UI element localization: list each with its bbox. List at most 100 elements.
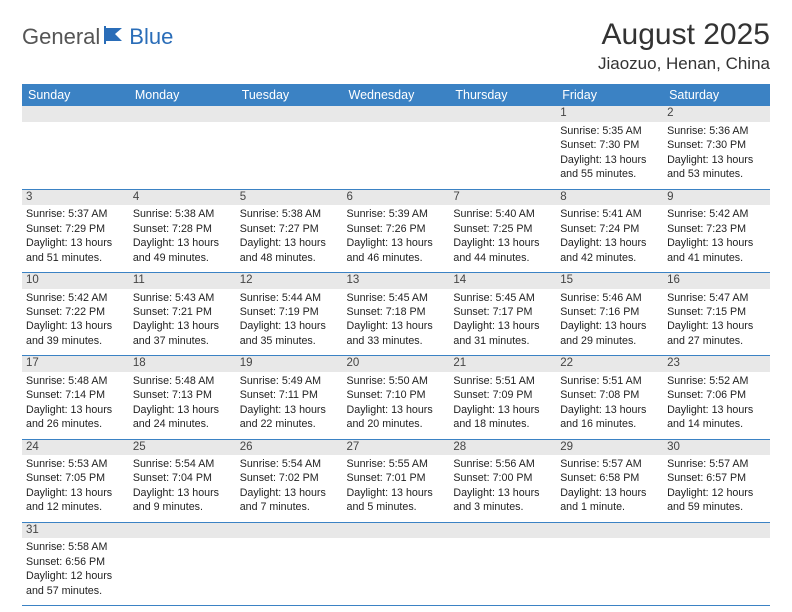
daylight-text: Daylight: 13 hours and 5 minutes. bbox=[347, 486, 446, 515]
day-number: 5 bbox=[236, 190, 343, 204]
day-cell bbox=[449, 538, 556, 605]
daynum-row: 17181920212223 bbox=[22, 356, 770, 372]
day-number-cell bbox=[343, 522, 450, 538]
sunset-text: Sunset: 6:56 PM bbox=[26, 555, 125, 569]
day-number: 17 bbox=[22, 356, 129, 370]
daynum-row: 31 bbox=[22, 522, 770, 538]
sunset-text: Sunset: 7:19 PM bbox=[240, 305, 339, 319]
location: Jiaozuo, Henan, China bbox=[598, 54, 770, 74]
day-cell: Sunrise: 5:44 AMSunset: 7:19 PMDaylight:… bbox=[236, 289, 343, 356]
day-cell: Sunrise: 5:42 AMSunset: 7:22 PMDaylight:… bbox=[22, 289, 129, 356]
daylight-text: Daylight: 13 hours and 41 minutes. bbox=[667, 236, 766, 265]
day-number: 8 bbox=[556, 190, 663, 204]
day-number-cell: 16 bbox=[663, 273, 770, 289]
day-cell bbox=[343, 122, 450, 189]
day-number: 24 bbox=[22, 440, 129, 454]
weekday-header: Wednesday bbox=[343, 84, 450, 106]
daylight-text: Daylight: 13 hours and 18 minutes. bbox=[453, 403, 552, 432]
flag-icon bbox=[104, 26, 126, 49]
sunset-text: Sunset: 7:09 PM bbox=[453, 388, 552, 402]
day-number-cell: 2 bbox=[663, 106, 770, 122]
week-row: Sunrise: 5:37 AMSunset: 7:29 PMDaylight:… bbox=[22, 205, 770, 272]
day-number-cell: 25 bbox=[129, 439, 236, 455]
day-number: 28 bbox=[449, 440, 556, 454]
sunrise-text: Sunrise: 5:55 AM bbox=[347, 457, 446, 471]
day-details: Sunrise: 5:37 AMSunset: 7:29 PMDaylight:… bbox=[22, 205, 129, 269]
week-row: Sunrise: 5:35 AMSunset: 7:30 PMDaylight:… bbox=[22, 122, 770, 189]
sunrise-text: Sunrise: 5:51 AM bbox=[453, 374, 552, 388]
day-number-cell: 20 bbox=[343, 356, 450, 372]
sunrise-text: Sunrise: 5:38 AM bbox=[133, 207, 232, 221]
day-number-cell: 1 bbox=[556, 106, 663, 122]
day-number: 30 bbox=[663, 440, 770, 454]
day-number: 22 bbox=[556, 356, 663, 370]
day-details: Sunrise: 5:40 AMSunset: 7:25 PMDaylight:… bbox=[449, 205, 556, 269]
day-number-cell: 30 bbox=[663, 439, 770, 455]
daylight-text: Daylight: 13 hours and 44 minutes. bbox=[453, 236, 552, 265]
day-number-cell: 10 bbox=[22, 273, 129, 289]
sunset-text: Sunset: 7:30 PM bbox=[560, 138, 659, 152]
day-details: Sunrise: 5:39 AMSunset: 7:26 PMDaylight:… bbox=[343, 205, 450, 269]
sunset-text: Sunset: 7:01 PM bbox=[347, 471, 446, 485]
sunset-text: Sunset: 6:58 PM bbox=[560, 471, 659, 485]
sunrise-text: Sunrise: 5:51 AM bbox=[560, 374, 659, 388]
day-details: Sunrise: 5:57 AMSunset: 6:58 PMDaylight:… bbox=[556, 455, 663, 519]
daylight-text: Daylight: 13 hours and 55 minutes. bbox=[560, 153, 659, 182]
day-details: Sunrise: 5:48 AMSunset: 7:14 PMDaylight:… bbox=[22, 372, 129, 436]
day-number-cell: 23 bbox=[663, 356, 770, 372]
daylight-text: Daylight: 13 hours and 26 minutes. bbox=[26, 403, 125, 432]
sunrise-text: Sunrise: 5:44 AM bbox=[240, 291, 339, 305]
day-number: 12 bbox=[236, 273, 343, 287]
day-number: 14 bbox=[449, 273, 556, 287]
day-details: Sunrise: 5:49 AMSunset: 7:11 PMDaylight:… bbox=[236, 372, 343, 436]
day-cell: Sunrise: 5:48 AMSunset: 7:14 PMDaylight:… bbox=[22, 372, 129, 439]
day-details: Sunrise: 5:38 AMSunset: 7:28 PMDaylight:… bbox=[129, 205, 236, 269]
day-number-cell bbox=[129, 106, 236, 122]
day-cell: Sunrise: 5:38 AMSunset: 7:27 PMDaylight:… bbox=[236, 205, 343, 272]
daylight-text: Daylight: 13 hours and 29 minutes. bbox=[560, 319, 659, 348]
day-details: Sunrise: 5:51 AMSunset: 7:09 PMDaylight:… bbox=[449, 372, 556, 436]
sunset-text: Sunset: 7:23 PM bbox=[667, 222, 766, 236]
day-cell bbox=[236, 122, 343, 189]
day-cell: Sunrise: 5:47 AMSunset: 7:15 PMDaylight:… bbox=[663, 289, 770, 356]
sunset-text: Sunset: 7:18 PM bbox=[347, 305, 446, 319]
day-number-cell: 15 bbox=[556, 273, 663, 289]
day-number: 21 bbox=[449, 356, 556, 370]
day-details: Sunrise: 5:48 AMSunset: 7:13 PMDaylight:… bbox=[129, 372, 236, 436]
day-details: Sunrise: 5:56 AMSunset: 7:00 PMDaylight:… bbox=[449, 455, 556, 519]
calendar-table: Sunday Monday Tuesday Wednesday Thursday… bbox=[22, 84, 770, 606]
sunrise-text: Sunrise: 5:54 AM bbox=[240, 457, 339, 471]
day-number: 15 bbox=[556, 273, 663, 287]
day-number-cell: 5 bbox=[236, 189, 343, 205]
day-number: 4 bbox=[129, 190, 236, 204]
daylight-text: Daylight: 13 hours and 9 minutes. bbox=[133, 486, 232, 515]
day-cell: Sunrise: 5:38 AMSunset: 7:28 PMDaylight:… bbox=[129, 205, 236, 272]
weekday-header-row: Sunday Monday Tuesday Wednesday Thursday… bbox=[22, 84, 770, 106]
week-row: Sunrise: 5:58 AMSunset: 6:56 PMDaylight:… bbox=[22, 538, 770, 605]
day-number-cell bbox=[22, 106, 129, 122]
sunset-text: Sunset: 7:14 PM bbox=[26, 388, 125, 402]
sunset-text: Sunset: 7:10 PM bbox=[347, 388, 446, 402]
day-cell: Sunrise: 5:52 AMSunset: 7:06 PMDaylight:… bbox=[663, 372, 770, 439]
day-cell: Sunrise: 5:50 AMSunset: 7:10 PMDaylight:… bbox=[343, 372, 450, 439]
day-number-cell bbox=[236, 106, 343, 122]
day-number: 10 bbox=[22, 273, 129, 287]
day-number-cell bbox=[663, 522, 770, 538]
daylight-text: Daylight: 13 hours and 22 minutes. bbox=[240, 403, 339, 432]
day-number-cell: 24 bbox=[22, 439, 129, 455]
day-details: Sunrise: 5:53 AMSunset: 7:05 PMDaylight:… bbox=[22, 455, 129, 519]
sunrise-text: Sunrise: 5:50 AM bbox=[347, 374, 446, 388]
day-cell: Sunrise: 5:37 AMSunset: 7:29 PMDaylight:… bbox=[22, 205, 129, 272]
daylight-text: Daylight: 13 hours and 16 minutes. bbox=[560, 403, 659, 432]
sunrise-text: Sunrise: 5:56 AM bbox=[453, 457, 552, 471]
sunrise-text: Sunrise: 5:39 AM bbox=[347, 207, 446, 221]
day-number: 3 bbox=[22, 190, 129, 204]
sunrise-text: Sunrise: 5:36 AM bbox=[667, 124, 766, 138]
daynum-row: 24252627282930 bbox=[22, 439, 770, 455]
sunrise-text: Sunrise: 5:58 AM bbox=[26, 540, 125, 554]
day-cell bbox=[129, 122, 236, 189]
day-number: 20 bbox=[343, 356, 450, 370]
day-number: 18 bbox=[129, 356, 236, 370]
daylight-text: Daylight: 12 hours and 57 minutes. bbox=[26, 569, 125, 598]
sunset-text: Sunset: 7:00 PM bbox=[453, 471, 552, 485]
